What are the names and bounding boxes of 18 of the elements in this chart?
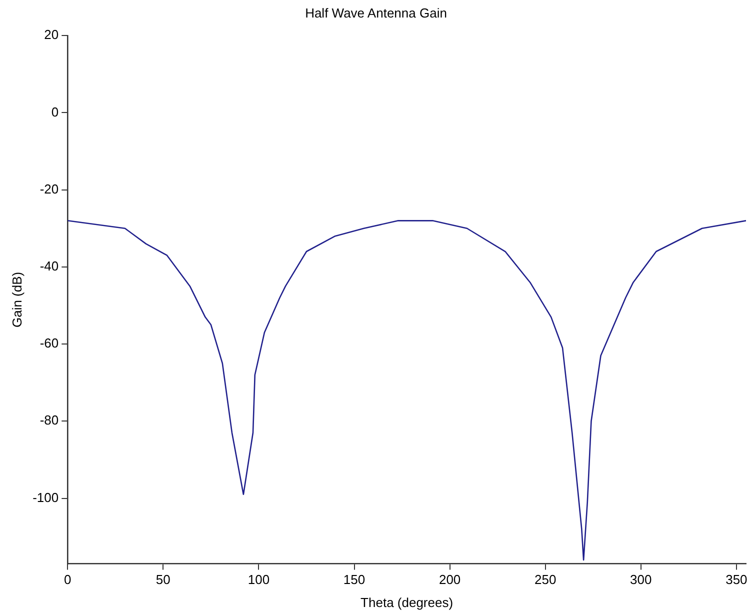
y-tick-label: -80 xyxy=(40,412,59,428)
x-tick-label: 200 xyxy=(438,572,461,588)
y-tick-label: -40 xyxy=(40,258,59,274)
y-tick-label: -100 xyxy=(32,490,59,505)
x-tick-label: 0 xyxy=(64,572,72,588)
chart-title: Half Wave Antenna Gain xyxy=(305,5,447,20)
x-axis-title: Theta (degrees) xyxy=(360,594,454,610)
x-tick-label: 300 xyxy=(630,572,652,588)
y-axis-title: Gain (dB) xyxy=(9,272,24,328)
x-tick-label: 50 xyxy=(156,572,170,588)
y-tick-label: 0 xyxy=(51,104,59,120)
y-tick-label: -60 xyxy=(40,336,59,351)
x-tick-label: 150 xyxy=(343,572,366,588)
x-tick-label: 100 xyxy=(248,572,270,588)
x-tick-label: 350 xyxy=(726,572,748,588)
x-tick-label: 250 xyxy=(534,572,556,588)
y-tick-label: -20 xyxy=(40,181,59,196)
y-tick-label: 20 xyxy=(44,27,59,42)
